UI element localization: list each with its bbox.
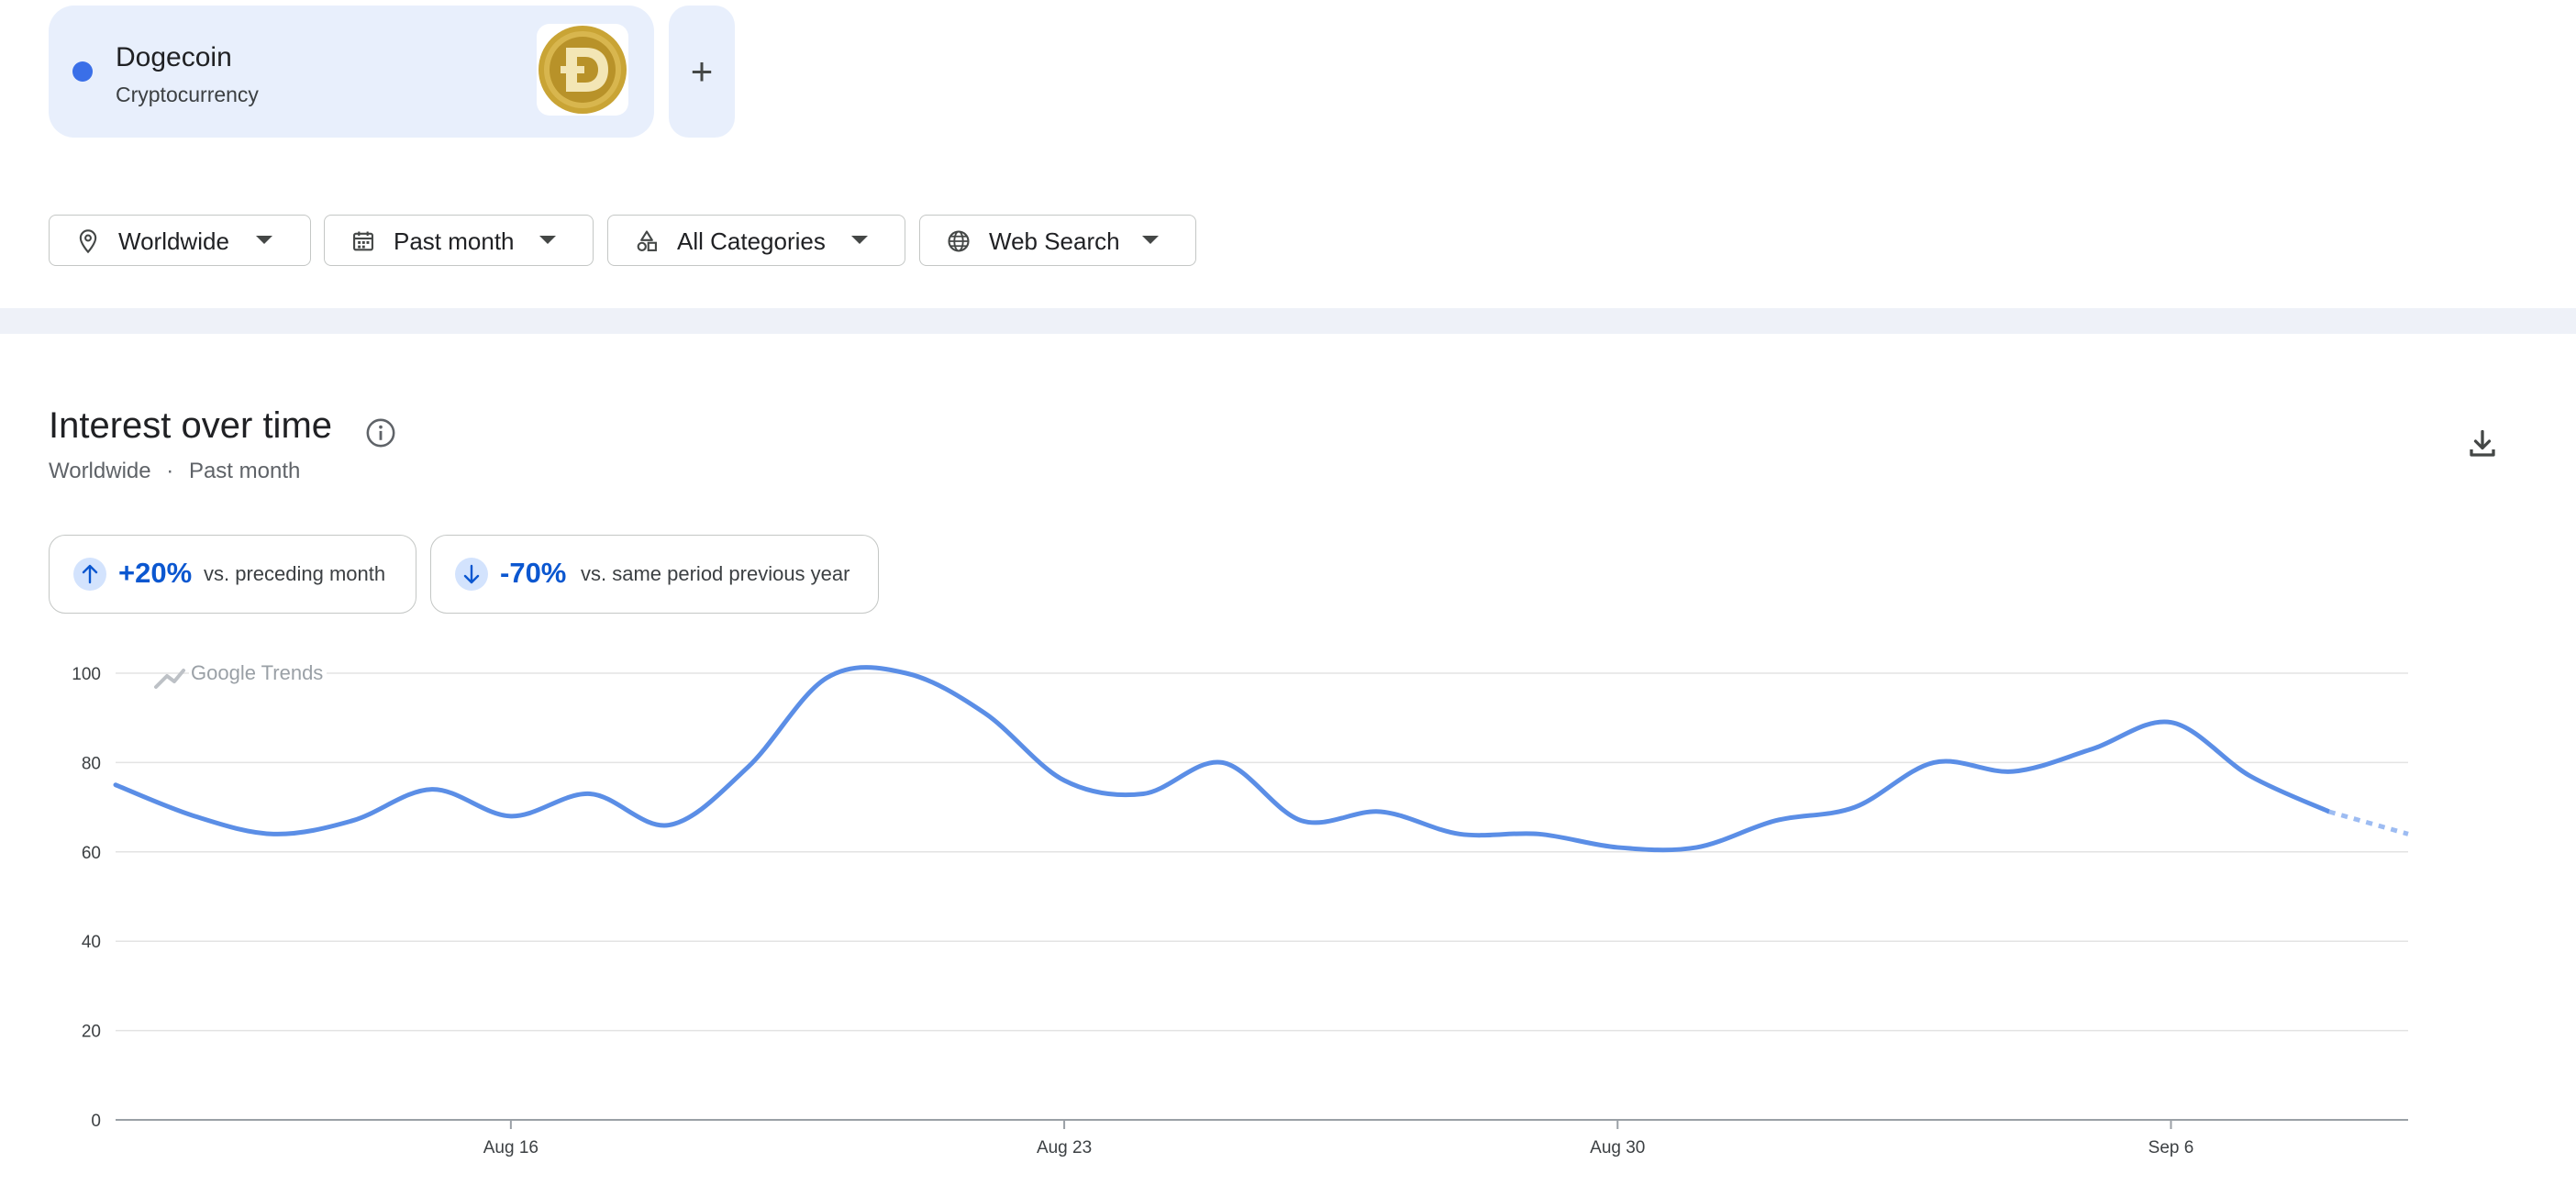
stat-value: -70% <box>500 557 567 589</box>
chevron-down-icon <box>539 236 556 244</box>
location-filter[interactable]: Worldwide <box>49 215 311 266</box>
arrow-up-icon <box>73 558 106 591</box>
info-icon[interactable] <box>365 417 396 448</box>
series-line <box>113 665 2332 853</box>
stat-value: +20% <box>118 557 193 589</box>
chevron-down-icon <box>256 236 272 244</box>
interest-over-time-chart: 0 20 40 60 80 100 Aug 16 Aug 23 Aug 30 Sep 6 Googl… <box>72 659 2409 1157</box>
subtitle-location: Worldwide <box>49 459 151 483</box>
search-property-label: Web Search <box>989 227 1120 255</box>
time-filter[interactable]: Past month <box>324 215 594 266</box>
stat-preceding-month: +20% vs. preceding month <box>49 535 416 614</box>
chart-watermark: Google Trends <box>191 661 323 684</box>
plus-icon: + <box>690 50 714 93</box>
download-icon[interactable] <box>2466 427 2499 460</box>
subtitle-separator: · <box>166 459 174 483</box>
search-term-card[interactable]: Dogecoin Cryptocurrency <box>49 6 654 138</box>
time-filter-label: Past month <box>394 227 515 255</box>
search-property-filter[interactable]: Web Search <box>919 215 1196 266</box>
trends-logo-icon <box>154 669 185 689</box>
x-tick-label: Sep 6 <box>2149 1138 2194 1157</box>
x-tick-label: Aug 30 <box>1590 1138 1645 1157</box>
term-type: Cryptocurrency <box>116 83 259 106</box>
x-tick-label: Aug 16 <box>483 1138 539 1157</box>
series-line-partial <box>2328 809 2409 836</box>
add-comparison-button[interactable]: + <box>669 6 735 138</box>
section-subtitle: Worldwide · Past month <box>49 459 300 484</box>
stat-label: vs. same period previous year <box>581 562 850 585</box>
location-pin-icon <box>79 229 97 254</box>
y-tick-label: 0 <box>91 1112 101 1131</box>
y-tick-label: 100 <box>72 665 101 684</box>
chevron-down-icon <box>851 236 868 244</box>
y-tick-label: 20 <box>82 1023 101 1042</box>
term-name: Dogecoin <box>116 42 232 72</box>
chevron-down-icon <box>1142 236 1159 244</box>
categories-icon <box>637 230 657 251</box>
section-divider <box>0 308 2576 334</box>
y-tick-label: 60 <box>82 844 101 863</box>
dogecoin-logo-icon <box>537 24 628 116</box>
x-tick-label: Aug 23 <box>1037 1138 1092 1157</box>
calendar-icon <box>353 231 373 251</box>
category-filter-label: All Categories <box>677 227 826 255</box>
category-filter[interactable]: All Categories <box>607 215 905 266</box>
arrow-down-icon <box>455 558 488 591</box>
stat-label: vs. preceding month <box>204 562 386 585</box>
location-filter-label: Worldwide <box>118 227 229 255</box>
series-color-dot <box>72 61 93 82</box>
y-tick-label: 80 <box>82 754 101 773</box>
section-title: Interest over time <box>49 405 333 446</box>
watermark-bg <box>189 659 327 687</box>
globe-icon <box>948 230 970 252</box>
subtitle-time: Past month <box>188 459 301 483</box>
y-tick-label: 40 <box>82 933 101 952</box>
stat-previous-year: -70% vs. same period previous year <box>430 535 879 614</box>
